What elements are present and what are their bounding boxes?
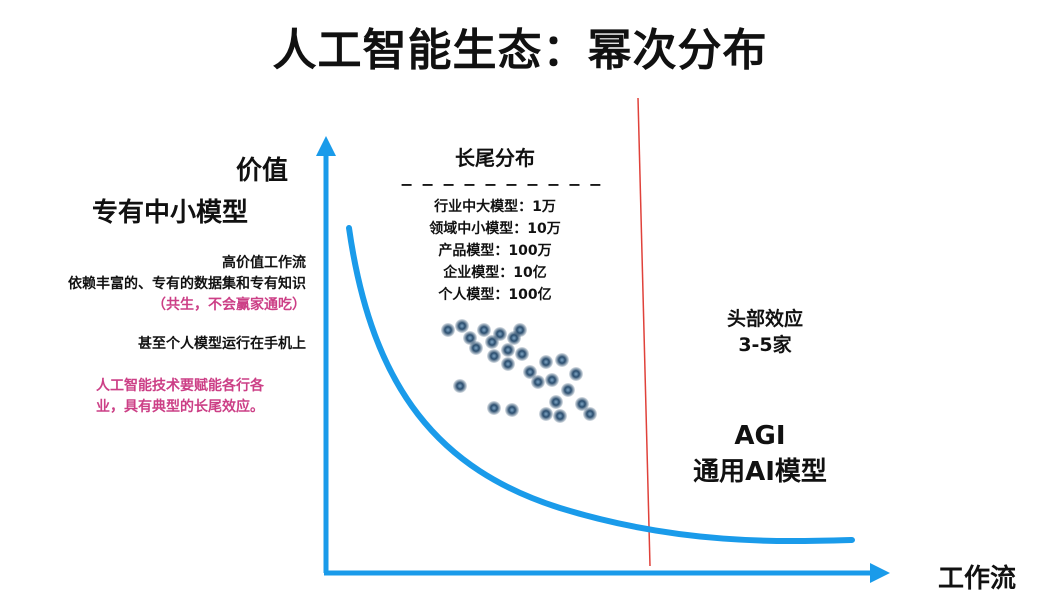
high-value-line: 高价值工作流 — [222, 255, 306, 271]
cluster-dot — [487, 349, 501, 363]
explanation-line: 业，具有典型的长尾效应。 — [96, 399, 264, 415]
cluster-dot — [515, 347, 529, 361]
head-effect-count: 3-5家 — [738, 334, 792, 356]
cluster-dot — [531, 375, 545, 389]
cluster-dot — [501, 343, 515, 357]
agi-subtitle: 通用AI模型 — [693, 457, 827, 487]
list-item: 领域中小模型：10万 — [429, 221, 561, 237]
y-axis-sublabel: 专有中小模型 — [92, 198, 249, 228]
cluster-dot — [545, 373, 559, 387]
long-tail-dashes: − − − − − − − − − − — [400, 175, 604, 194]
x-axis-label: 工作流 — [938, 564, 1017, 594]
cluster-dot — [505, 403, 519, 417]
cluster-dot — [453, 379, 467, 393]
cluster-dot — [549, 395, 563, 409]
cluster-dot — [583, 407, 597, 421]
y-axis-label: 价值 — [236, 156, 289, 186]
list-item: 个人模型：100亿 — [438, 287, 552, 303]
head-effect-title: 头部效应 — [726, 308, 803, 330]
cluster-dot — [513, 323, 527, 337]
phone-note: 甚至个人模型运行在手机上 — [138, 336, 306, 352]
cluster-dot — [555, 353, 569, 367]
cluster-dot — [575, 397, 589, 411]
list-item: 产品模型：100万 — [438, 243, 552, 259]
head-effect-label: 头部效应 3-5家 — [690, 306, 840, 358]
long-tail-title: 长尾分布 — [455, 146, 535, 170]
cluster-dot — [441, 323, 455, 337]
long-tail-dot-cluster — [441, 319, 597, 423]
cluster-dot — [487, 401, 501, 415]
cluster-dot — [561, 383, 575, 397]
divider-line — [637, 97, 651, 567]
list-item: 行业中大模型：1万 — [434, 199, 556, 215]
high-value-note: 高价值工作流 依赖丰富的、专有的数据集和专有知识 （共生，不会赢家通吃） — [68, 253, 306, 316]
cluster-dot — [553, 409, 567, 423]
high-value-line: 依赖丰富的、专有的数据集和专有知识 — [68, 276, 306, 292]
cluster-dot — [539, 355, 553, 369]
cluster-dot — [539, 407, 553, 421]
symbiosis-note: （共生，不会赢家通吃） — [152, 297, 306, 313]
cluster-dot — [477, 323, 491, 337]
long-tail-list: 行业中大模型：1万 领域中小模型：10万 产品模型：100万 企业模型：10亿 … — [400, 196, 590, 306]
agi-title: AGI — [734, 421, 786, 451]
explanation-line: 人工智能技术要赋能各行各 — [96, 378, 264, 394]
cluster-dot — [501, 357, 515, 371]
cluster-dot — [569, 367, 583, 381]
agi-label: AGI 通用AI模型 — [670, 418, 850, 490]
x-axis-arrow — [870, 563, 890, 583]
cluster-dot — [455, 319, 469, 333]
list-item: 企业模型：10亿 — [443, 265, 547, 281]
y-axis-arrow — [316, 136, 336, 156]
cluster-dot — [523, 365, 537, 379]
page-title: 人工智能生态：幂次分布 — [272, 25, 768, 76]
power-law-curve — [346, 225, 855, 545]
cluster-dot — [493, 327, 507, 341]
long-tail-explanation: 人工智能技术要赋能各行各 业，具有典型的长尾效应。 — [96, 376, 264, 418]
cluster-dot — [469, 341, 483, 355]
long-tail-box: 长尾分布 − − − − − − − − − − 行业中大模型：1万 领域中小模… — [400, 142, 604, 306]
